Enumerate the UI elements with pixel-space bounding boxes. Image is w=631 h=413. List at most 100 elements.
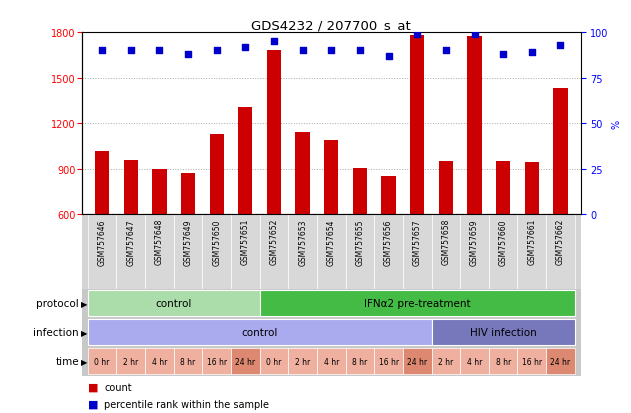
- Bar: [468, 37, 481, 215]
- Bar: [88, 215, 116, 289]
- Text: 0 hr: 0 hr: [266, 357, 281, 366]
- Title: GDS4232 / 207700_s_at: GDS4232 / 207700_s_at: [251, 19, 411, 32]
- Y-axis label: %: %: [611, 119, 622, 128]
- Point: [211, 48, 221, 55]
- Text: 4 hr: 4 hr: [324, 357, 339, 366]
- Text: 2 hr: 2 hr: [123, 357, 138, 366]
- Bar: [116, 349, 145, 374]
- Bar: [381, 176, 396, 215]
- Bar: [517, 349, 546, 374]
- Bar: [403, 349, 432, 374]
- Text: ▶: ▶: [81, 299, 88, 308]
- Text: control: control: [242, 328, 278, 337]
- Point: [384, 53, 394, 60]
- Bar: [288, 349, 317, 374]
- Point: [355, 48, 365, 55]
- Text: GSM757647: GSM757647: [126, 218, 135, 265]
- Bar: [460, 215, 489, 289]
- Text: GSM757661: GSM757661: [528, 218, 536, 265]
- Bar: [410, 36, 425, 215]
- Bar: [546, 349, 575, 374]
- Point: [155, 48, 165, 55]
- Text: GSM757650: GSM757650: [212, 218, 221, 265]
- Text: 2 hr: 2 hr: [295, 357, 310, 366]
- Bar: [489, 349, 517, 374]
- Bar: [95, 151, 109, 215]
- Text: GSM757660: GSM757660: [498, 218, 508, 265]
- Text: ■: ■: [88, 399, 99, 409]
- Bar: [238, 107, 252, 215]
- Point: [498, 52, 508, 58]
- Text: HIV infection: HIV infection: [470, 328, 536, 337]
- Text: 8 hr: 8 hr: [352, 357, 367, 366]
- Bar: [496, 162, 510, 215]
- Text: count: count: [104, 382, 132, 392]
- Text: 24 hr: 24 hr: [235, 357, 256, 366]
- Text: GSM757658: GSM757658: [441, 218, 451, 265]
- Text: GSM757656: GSM757656: [384, 218, 393, 265]
- Bar: [209, 135, 224, 215]
- Text: IFNα2 pre-treatment: IFNα2 pre-treatment: [364, 299, 471, 309]
- Text: GSM757659: GSM757659: [470, 218, 479, 265]
- Bar: [546, 215, 575, 289]
- Point: [469, 31, 480, 38]
- Bar: [124, 160, 138, 215]
- Text: 4 hr: 4 hr: [467, 357, 482, 366]
- Bar: [374, 215, 403, 289]
- Text: GSM757662: GSM757662: [556, 218, 565, 265]
- Point: [527, 50, 537, 56]
- Point: [269, 39, 279, 45]
- Bar: [346, 215, 374, 289]
- Bar: [524, 162, 539, 215]
- Text: infection: infection: [33, 328, 79, 337]
- Point: [97, 48, 107, 55]
- Bar: [174, 215, 203, 289]
- Text: GSM757648: GSM757648: [155, 218, 164, 265]
- Bar: [288, 215, 317, 289]
- Text: ▶: ▶: [81, 357, 88, 366]
- Bar: [259, 215, 288, 289]
- Point: [183, 52, 193, 58]
- Text: percentile rank within the sample: percentile rank within the sample: [104, 399, 269, 409]
- Bar: [553, 89, 568, 215]
- Bar: [317, 215, 346, 289]
- Bar: [403, 215, 432, 289]
- Bar: [116, 215, 145, 289]
- Bar: [460, 349, 489, 374]
- Text: time: time: [56, 356, 79, 366]
- Bar: [489, 215, 517, 289]
- Point: [412, 31, 422, 38]
- Point: [126, 48, 136, 55]
- Bar: [517, 215, 546, 289]
- Text: 8 hr: 8 hr: [495, 357, 510, 366]
- Text: GSM757652: GSM757652: [269, 218, 278, 265]
- Text: 16 hr: 16 hr: [206, 357, 227, 366]
- Text: 16 hr: 16 hr: [379, 357, 399, 366]
- Text: GSM757649: GSM757649: [184, 218, 192, 265]
- Bar: [353, 169, 367, 215]
- Bar: [152, 170, 167, 215]
- Bar: [231, 215, 259, 289]
- Bar: [439, 162, 453, 215]
- Bar: [88, 349, 116, 374]
- Text: ▶: ▶: [81, 328, 88, 337]
- Text: 2 hr: 2 hr: [439, 357, 454, 366]
- Text: GSM757653: GSM757653: [298, 218, 307, 265]
- Bar: [181, 174, 195, 215]
- Bar: [174, 349, 203, 374]
- Bar: [295, 132, 310, 215]
- Bar: [88, 291, 259, 316]
- Bar: [432, 349, 460, 374]
- Bar: [259, 291, 575, 316]
- Bar: [432, 320, 575, 345]
- Bar: [203, 215, 231, 289]
- Bar: [324, 140, 338, 215]
- Bar: [432, 215, 460, 289]
- Text: ■: ■: [88, 382, 99, 392]
- Point: [326, 48, 336, 55]
- Text: protocol: protocol: [36, 299, 79, 309]
- Text: 0 hr: 0 hr: [95, 357, 110, 366]
- Text: 4 hr: 4 hr: [151, 357, 167, 366]
- Text: GSM757654: GSM757654: [327, 218, 336, 265]
- Bar: [346, 349, 374, 374]
